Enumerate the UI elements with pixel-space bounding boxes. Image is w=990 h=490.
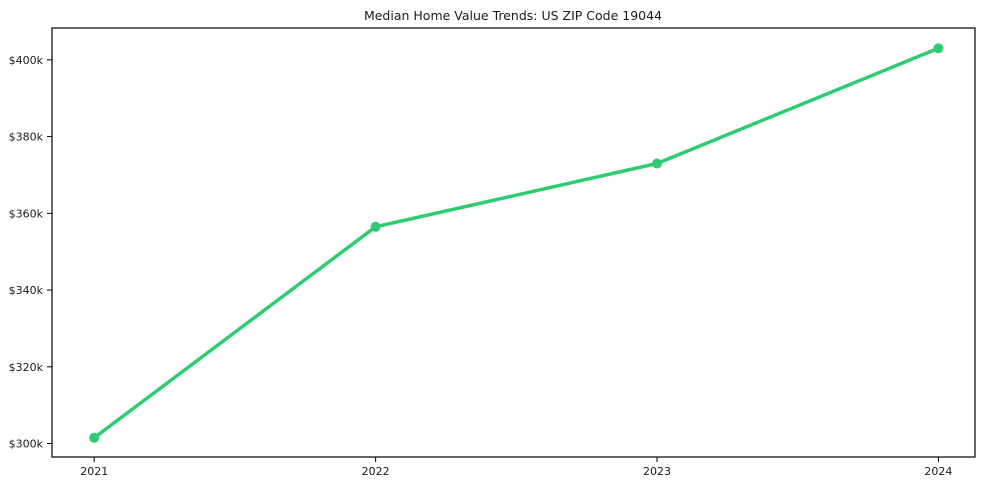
y-tick-label: $380k: [9, 131, 44, 144]
data-point: [89, 432, 100, 443]
data-point: [652, 158, 662, 169]
data-point: [370, 221, 381, 232]
chart-title: Median Home Value Trends: US ZIP Code 19…: [364, 8, 662, 23]
plot-frame: [51, 27, 976, 458]
y-tick-label: $400k: [9, 54, 44, 67]
trend-line: [92, 46, 941, 440]
x-tick-label: 2023: [643, 465, 671, 478]
y-tick-label: $340k: [9, 284, 44, 297]
y-tick-label: $300k: [9, 438, 44, 451]
plot-area: $300k $320k $340k $360k $380k $400k 2021 2022 20…: [9, 27, 976, 478]
x-tick-label: 2024: [924, 465, 952, 478]
x-tick-label: 2022: [362, 465, 390, 478]
y-tick-label: $360k: [9, 207, 44, 220]
y-tick-label: $320k: [9, 361, 44, 374]
data-point: [933, 43, 944, 54]
x-tick-label: 2021: [80, 465, 108, 478]
